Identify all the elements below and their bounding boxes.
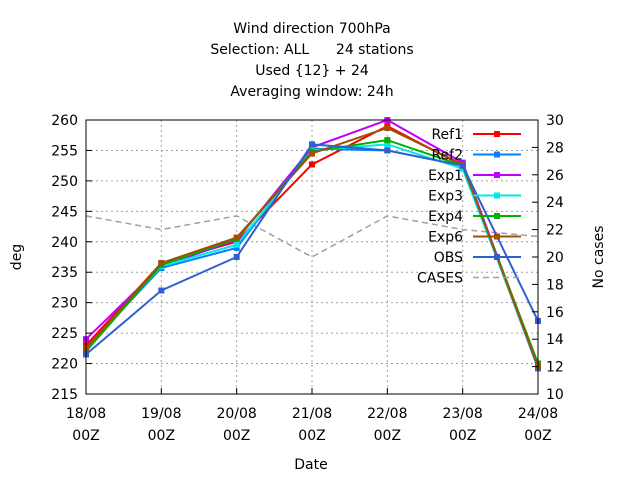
y-tick-label: 225: [51, 326, 78, 342]
legend-label: Ref2: [431, 148, 463, 164]
y2-tick-label: 28: [546, 140, 564, 156]
data-point: [158, 287, 165, 294]
legend-swatch-marker: [494, 131, 500, 137]
data-point: [384, 137, 391, 144]
x-tick-label-hour: 00Z: [223, 428, 250, 444]
y2-tick-label: 16: [546, 305, 564, 321]
y-tick-label: 240: [51, 235, 78, 251]
x-tick-label-hour: 00Z: [449, 428, 476, 444]
y-tick-label: 245: [51, 204, 78, 220]
legend-label: Ref1: [431, 127, 463, 143]
legend-swatch-marker: [494, 254, 500, 260]
y-tick-label: 235: [51, 265, 78, 281]
data-point: [309, 144, 315, 151]
cases-line: [85, 215, 539, 258]
data-point: [384, 141, 391, 148]
x-tick-label-hour: 00Z: [148, 428, 175, 444]
data-point: [233, 244, 240, 251]
x-axis-label: Date: [294, 457, 327, 473]
x-tick-label-hour: 00Z: [524, 428, 551, 444]
title-line-4: Averaging window: 24h: [230, 84, 393, 100]
x-tick-label-hour: 00Z: [72, 428, 99, 444]
axis-ticks: 215 220 225 230 235 240 245 250 255 260 10 12 14 16 18…: [51, 113, 564, 444]
title-line-1: Wind direction 700hPa: [233, 21, 390, 37]
y2-tick-label: 30: [546, 113, 564, 129]
y-axis-label: deg: [9, 244, 25, 270]
cases-series: [85, 215, 539, 258]
data-point: [459, 162, 466, 169]
legend-label: Exp1: [428, 168, 463, 184]
data-point: [309, 141, 315, 148]
y-tick-label: 260: [51, 113, 78, 129]
x-tick-label-date: 22/08: [367, 406, 407, 422]
y2-tick-label: 10: [546, 387, 564, 403]
y2-tick-label: 20: [546, 250, 564, 266]
data-point: [384, 147, 391, 154]
y2-tick-label: 18: [546, 277, 564, 293]
x-tick-label-date: 19/08: [141, 406, 181, 422]
y2-tick-label: 22: [546, 223, 564, 239]
legend-swatch-marker: [494, 192, 500, 199]
data-point: [384, 124, 391, 131]
y-tick-label: 230: [51, 296, 78, 312]
title-line-3: Used {12} + 24: [255, 63, 369, 79]
y2-tick-label: 24: [546, 195, 564, 211]
y2-tick-label: 12: [546, 360, 564, 376]
y2-tick-label: 14: [546, 332, 564, 348]
legend-label: Exp6: [428, 230, 463, 246]
data-point: [233, 254, 240, 260]
x-tick-label-date: 23/08: [442, 406, 482, 422]
data-point: [233, 241, 240, 248]
x-tick-label-date: 21/08: [292, 406, 332, 422]
grid: [86, 120, 538, 394]
legend-label: OBS: [434, 250, 463, 266]
legend-label: Exp3: [428, 189, 463, 205]
title-line-2: Selection: ALL 24 stations: [210, 42, 413, 58]
legend-swatch-marker: [494, 213, 500, 219]
x-tick-label-hour: 00Z: [298, 428, 325, 444]
y-tick-label: 250: [51, 174, 78, 190]
data-point: [233, 234, 240, 241]
x-tick-label-hour: 00Z: [374, 428, 401, 444]
x-tick-label-date: 24/08: [518, 406, 558, 422]
series-ref2: [83, 145, 541, 372]
legend: Ref1 Ref2 Exp1 Exp3 Exp4 Exp6 OBS CASES: [417, 127, 521, 287]
y2-axis-label: No cases: [591, 226, 607, 289]
x-tick-label-date: 20/08: [216, 406, 256, 422]
x-tick-label-date: 18/08: [66, 406, 106, 422]
legend-swatch-marker: [494, 233, 500, 240]
chart-title: Wind direction 700hPa Selection: ALL 24 …: [210, 21, 413, 100]
data-point: [459, 165, 466, 172]
y-tick-label: 255: [51, 143, 78, 159]
y-tick-label: 220: [51, 357, 78, 373]
legend-label: Exp4: [428, 209, 463, 225]
legend-swatch-marker: [494, 151, 500, 158]
y2-tick-label: 26: [546, 168, 564, 184]
data-point: [309, 150, 315, 157]
legend-label: CASES: [417, 271, 463, 287]
y-tick-label: 215: [51, 387, 78, 403]
data-point: [309, 161, 315, 168]
legend-swatch-marker: [494, 172, 500, 178]
data-point: [158, 260, 165, 267]
